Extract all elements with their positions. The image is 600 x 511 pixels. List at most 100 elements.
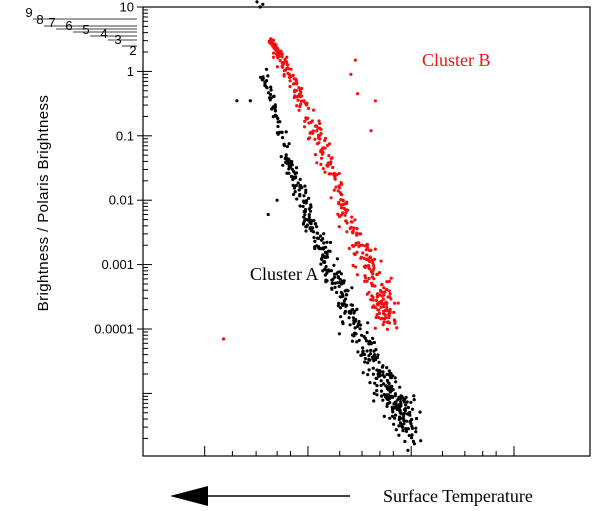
data-point: [384, 308, 388, 312]
data-point: [328, 240, 333, 245]
data-point: [404, 403, 408, 407]
data-point: [371, 372, 375, 376]
data-point: [283, 57, 287, 62]
data-point: [412, 398, 416, 402]
data-point: [356, 350, 360, 354]
data-point: [375, 272, 379, 277]
data-point: [375, 302, 379, 306]
data-point: [268, 98, 272, 102]
data-point: [284, 130, 288, 134]
data-point: [303, 213, 307, 217]
data-point: [372, 264, 376, 268]
data-point: [365, 339, 369, 343]
data-point: [307, 136, 312, 140]
data-point: [373, 326, 377, 330]
data-point: [367, 354, 371, 358]
data-point: [390, 388, 394, 392]
data-point: [330, 286, 334, 290]
data-point: [355, 233, 359, 237]
data-point: [336, 304, 340, 308]
data-point: [235, 99, 239, 103]
data-point: [361, 251, 365, 255]
data-point: [378, 369, 382, 373]
data-point: [255, 0, 259, 4]
data-point: [390, 414, 394, 418]
data-point: [259, 75, 263, 79]
data-point: [385, 372, 389, 377]
data-point: [382, 305, 386, 309]
data-point: [404, 429, 408, 433]
data-point: [350, 215, 354, 219]
data-point: [307, 218, 311, 222]
data-point: [339, 206, 344, 210]
data-point: [302, 215, 306, 219]
data-point: [299, 90, 303, 94]
data-point: [374, 298, 378, 302]
data-point: [320, 255, 325, 259]
data-point: [344, 304, 348, 308]
data-point: [297, 108, 301, 112]
data-point: [411, 439, 415, 443]
data-point: [289, 74, 293, 79]
data-point: [349, 72, 353, 76]
data-point: [337, 215, 342, 219]
data-point: [352, 334, 356, 338]
data-point: [334, 185, 338, 189]
data-point: [279, 155, 283, 159]
data-point: [337, 284, 341, 288]
data-point: [353, 309, 357, 313]
data-point: [351, 229, 355, 233]
y-minor-label: 5: [82, 22, 89, 37]
data-point: [407, 433, 411, 438]
data-point: [353, 58, 357, 62]
data-point: [353, 326, 357, 330]
data-point: [263, 83, 267, 87]
data-point: [393, 376, 397, 380]
data-point: [336, 275, 340, 279]
data-point: [248, 99, 252, 103]
data-point: [284, 155, 288, 159]
data-point: [389, 276, 393, 280]
cluster-a-points: [235, 0, 423, 452]
data-point: [287, 157, 291, 162]
data-point: [397, 403, 401, 407]
data-point: [276, 124, 280, 129]
data-point: [379, 389, 384, 393]
data-point: [323, 255, 327, 259]
data-point: [278, 58, 282, 63]
data-point: [363, 274, 367, 278]
data-point: [353, 331, 357, 335]
data-point: [366, 321, 370, 325]
y-minor-label: 9: [25, 5, 32, 20]
data-point: [367, 266, 371, 270]
data-point: [321, 269, 325, 273]
data-point: [354, 265, 358, 269]
data-point: [406, 405, 410, 410]
data-point: [313, 137, 317, 141]
data-point: [276, 116, 280, 121]
data-point: [362, 352, 367, 357]
data-point: [315, 225, 319, 229]
data-point: [347, 246, 351, 251]
data-point: [269, 88, 273, 92]
data-point: [387, 289, 391, 293]
data-point: [393, 394, 397, 398]
data-point: [321, 237, 325, 241]
y-minor-label: 4: [100, 26, 107, 41]
data-point: [355, 227, 359, 231]
data-point: [361, 371, 365, 375]
data-point: [354, 243, 358, 247]
data-point: [304, 191, 308, 195]
data-point: [272, 94, 276, 98]
data-point: [371, 271, 375, 276]
data-point: [345, 221, 349, 225]
data-point: [377, 311, 381, 315]
data-point: [325, 279, 329, 283]
data-point: [345, 201, 349, 205]
data-point: [353, 218, 357, 222]
data-point: [385, 378, 389, 383]
data-point: [367, 248, 371, 252]
data-point: [326, 161, 330, 165]
data-point: [399, 400, 403, 404]
data-point: [275, 46, 279, 50]
